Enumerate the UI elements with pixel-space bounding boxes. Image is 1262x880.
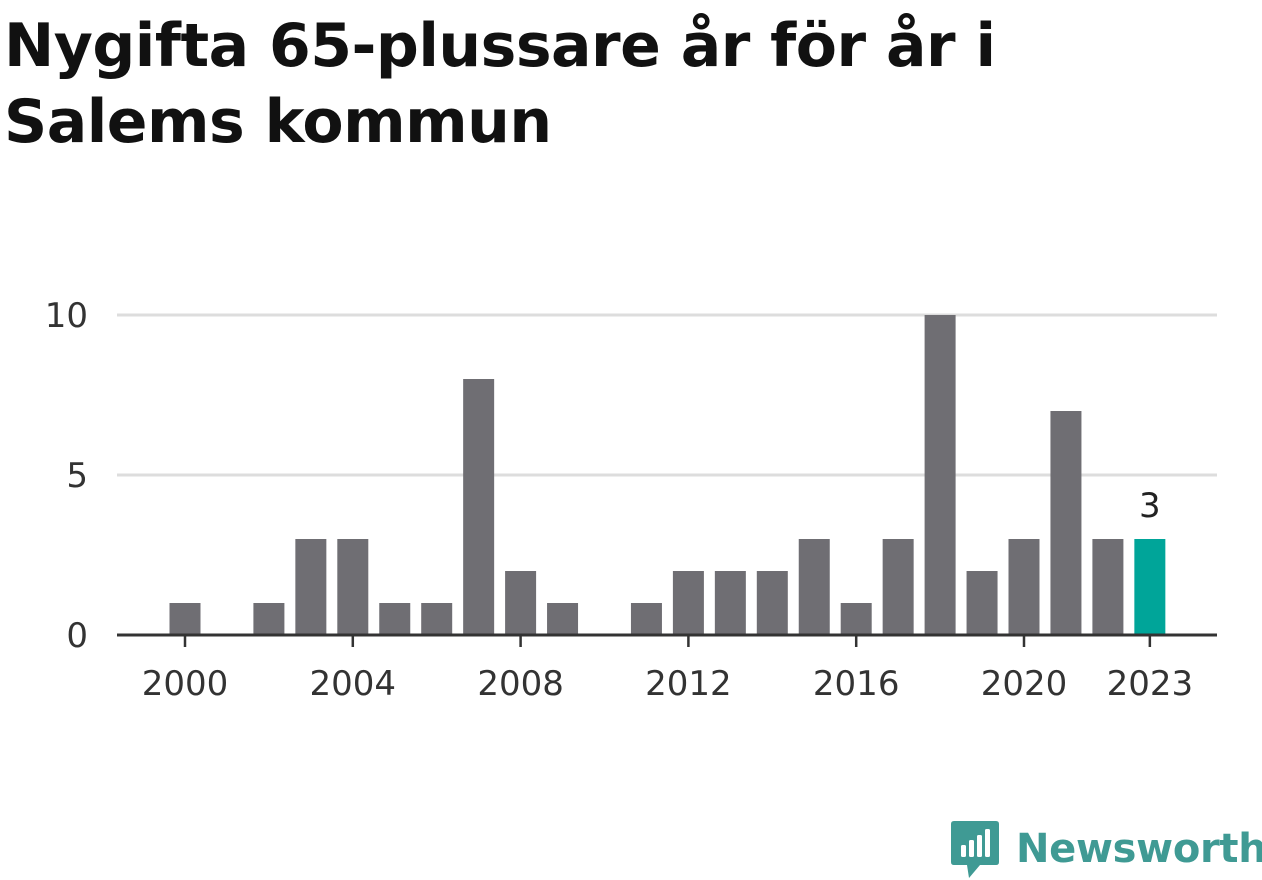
bar bbox=[1092, 539, 1124, 635]
bar bbox=[379, 603, 411, 635]
x-tick-label: 2016 bbox=[813, 664, 900, 704]
bar bbox=[421, 603, 453, 635]
bar bbox=[630, 603, 662, 635]
y-tick-label: 10 bbox=[45, 296, 88, 336]
newsworthy-logo-icon bbox=[951, 821, 999, 878]
x-tick-label: 2004 bbox=[310, 664, 397, 704]
bar bbox=[463, 379, 495, 635]
bar bbox=[253, 603, 285, 635]
labels: 0 5 10 2000 2004 2008 2012 2016 2020 2023 3 bbox=[45, 296, 1193, 704]
bar bbox=[1008, 539, 1040, 635]
brand-name: Newsworthy bbox=[1016, 826, 1262, 872]
y-tick-label: 0 bbox=[66, 616, 88, 656]
bar bbox=[505, 571, 537, 635]
bar bbox=[924, 315, 956, 635]
bar-highlight bbox=[1134, 539, 1166, 635]
x-tick-label: 2012 bbox=[645, 664, 732, 704]
bar bbox=[547, 603, 579, 635]
bar bbox=[798, 539, 830, 635]
brand-logo: Newsworthy bbox=[950, 818, 1262, 880]
data-label-highlight: 3 bbox=[1139, 486, 1161, 526]
gridlines bbox=[117, 313, 1217, 477]
bars bbox=[169, 315, 1166, 635]
bar bbox=[169, 603, 201, 635]
bar bbox=[840, 603, 872, 635]
bar bbox=[882, 539, 914, 635]
bar-chart: 0 5 10 2000 2004 2008 2012 2016 2020 2023 3 bbox=[45, 296, 1217, 704]
axes bbox=[117, 633, 1217, 647]
x-tick-label: 2008 bbox=[477, 664, 564, 704]
bar bbox=[966, 571, 998, 635]
bar bbox=[1050, 411, 1082, 635]
bar bbox=[337, 539, 369, 635]
bar bbox=[756, 571, 788, 635]
chart-title: Nygifta 65-plussare år för år i Salems k… bbox=[4, 11, 996, 157]
bar bbox=[672, 571, 704, 635]
y-tick-label: 5 bbox=[66, 456, 88, 496]
x-tick-label: 2023 bbox=[1107, 664, 1194, 704]
x-tick-label: 2000 bbox=[142, 664, 229, 704]
bar bbox=[714, 571, 746, 635]
bar bbox=[295, 539, 327, 635]
x-tick-label: 2020 bbox=[981, 664, 1068, 704]
